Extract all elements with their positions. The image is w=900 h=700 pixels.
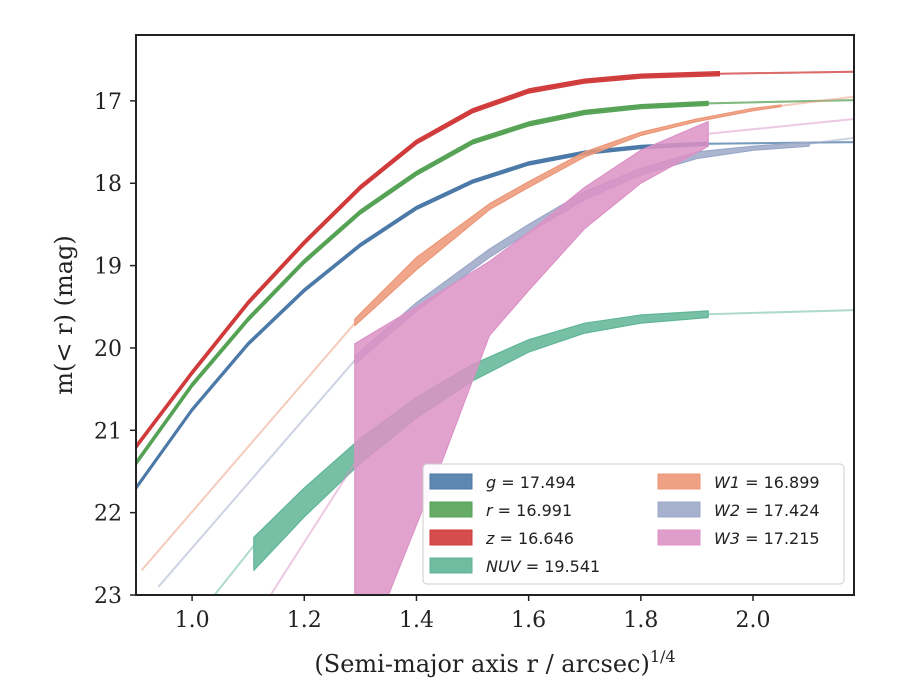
plot-frame [135,34,855,596]
legend-frame [422,463,845,585]
x-tick-label: 2.0 [736,608,771,633]
plot-area [136,70,854,595]
x-tick-label: 1.6 [511,608,546,633]
series-w3-band [354,120,709,595]
series-r-line [136,102,709,464]
legend-label-w1: W1 = 16.899 [714,473,820,492]
x-tick-label: 1.2 [287,608,322,633]
series-r-band [136,100,709,466]
series-z-line [136,72,720,448]
series-z-extrap-upper [719,70,854,75]
legend-swatch-g [429,473,473,490]
y-axis-label: m(< r) (mag) [50,235,78,394]
y-tick-label: 21 [94,419,122,444]
legend-label-w3: W3 = 17.215 [714,529,820,548]
y-tick-label: 19 [94,255,122,280]
legend-swatch-r [429,501,473,518]
y-tick-label: 23 [94,584,122,609]
legend-label-g: g = 17.494 [486,473,576,492]
legend-label-r: r = 16.991 [486,501,572,520]
x-tick-label: 1.0 [175,608,210,633]
series-z-band [136,70,721,450]
legend: g = 17.494 r = 16.991 z = 16.646 NUV = 19.5… [422,463,845,585]
legend-swatch-w3 [657,529,701,546]
x-tick-label: 1.8 [623,608,658,633]
series-nuv-extrap-lower [213,544,255,595]
series-g-extrap-upper [708,141,854,145]
legend-label-w2: W2 = 17.424 [714,501,820,520]
legend-swatch-z [429,529,473,546]
series-w1-band [354,104,782,327]
legend-label-z: z = 16.646 [485,529,574,548]
legend-swatch-nuv [429,557,473,574]
series-w3-extrap-upper [708,118,854,135]
series-g-line [136,142,709,489]
series-w2-extrap-upper [808,136,854,145]
y-tick-label: 22 [94,502,122,527]
series-w3-extrap-lower [269,462,356,595]
y-tick-label: 18 [94,172,122,197]
y-tick-label: 17 [94,90,122,115]
series-w1-extrap-lower [140,322,356,571]
series-nuv-extrap-upper [708,309,854,316]
series-w1-extrap-upper [780,95,854,107]
legend-label-nuv: NUV = 19.541 [486,557,600,576]
y-tick-label: 20 [94,337,122,362]
series-w2-extrap-lower [157,359,356,588]
x-tick-label: 1.4 [399,608,434,633]
axis-ticks: 1.0 1.2 1.4 1.6 1.8 2.0 17 18 19 20 21 22 23 [94,90,771,633]
legend-swatch-w2 [657,501,701,518]
legend-swatch-w1 [657,473,701,490]
x-axis-label: (Semi-major axis r / arcsec)1/4 [314,647,675,678]
